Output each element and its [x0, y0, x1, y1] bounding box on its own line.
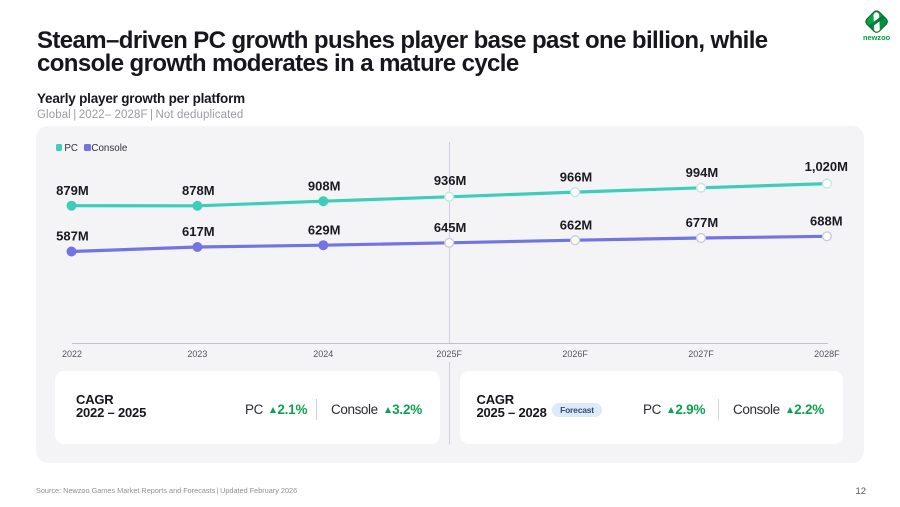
svg-text:677M: 677M [686, 215, 719, 230]
svg-text:879M: 879M [56, 183, 89, 198]
svg-text:908M: 908M [308, 179, 341, 194]
svg-text:587M: 587M [56, 229, 89, 244]
svg-text:936M: 936M [434, 173, 467, 188]
svg-text:1,020M: 1,020M [805, 159, 848, 174]
svg-text:629M: 629M [308, 222, 341, 237]
svg-text:966M: 966M [560, 169, 593, 184]
svg-text:2025F: 2025F [436, 349, 462, 359]
svg-text:2024: 2024 [313, 349, 333, 359]
svg-text:2023: 2023 [187, 349, 207, 359]
svg-text:617M: 617M [182, 224, 215, 239]
svg-text:878M: 878M [182, 183, 215, 198]
svg-text:688M: 688M [810, 214, 843, 229]
svg-text:newzoo: newzoo [863, 33, 891, 42]
svg-text:662M: 662M [560, 217, 593, 232]
svg-text:2026F: 2026F [562, 349, 588, 359]
svg-text:2022: 2022 [62, 349, 82, 359]
svg-text:2027F: 2027F [688, 349, 714, 359]
svg-text:645M: 645M [434, 220, 467, 235]
svg-text:2028F: 2028F [814, 349, 840, 359]
svg-text:994M: 994M [686, 165, 719, 180]
